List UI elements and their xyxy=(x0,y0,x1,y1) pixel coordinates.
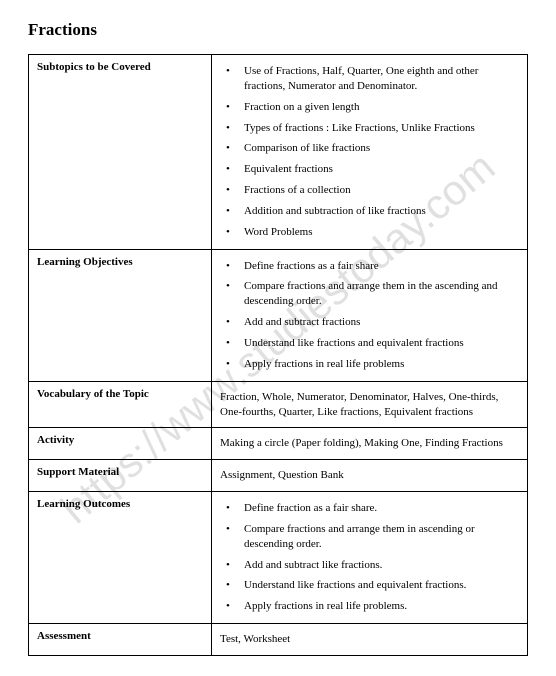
list-item: Compare fractions and arrange them in as… xyxy=(220,519,519,555)
plain-text: Assignment, Question Bank xyxy=(220,466,519,485)
list-item: Equivalent fractions xyxy=(220,159,519,180)
row-content: Use of Fractions, Half, Quarter, One eig… xyxy=(212,55,528,250)
table-body: Subtopics to be Covered Use of Fractions… xyxy=(29,55,528,656)
list-item: Fraction on a given length xyxy=(220,97,519,118)
row-content: Define fraction as a fair share. Compare… xyxy=(212,492,528,624)
list-item: Use of Fractions, Half, Quarter, One eig… xyxy=(220,61,519,97)
list-item: Word Problems xyxy=(220,222,519,243)
table-row: Vocabulary of the Topic Fraction, Whole,… xyxy=(29,381,528,428)
row-label: Subtopics to be Covered xyxy=(29,55,212,250)
table-row: Support Material Assignment, Question Ba… xyxy=(29,460,528,492)
bullet-list: Define fraction as a fair share. Compare… xyxy=(220,498,519,617)
list-item: Add and subtract like fractions. xyxy=(220,555,519,576)
page-title: Fractions xyxy=(28,20,528,40)
row-label: Learning Outcomes xyxy=(29,492,212,624)
row-label: Learning Objectives xyxy=(29,249,212,381)
list-item: Apply fractions in real life problems xyxy=(220,354,519,375)
row-content: Making a circle (Paper folding), Making … xyxy=(212,428,528,460)
list-item: Understand like fractions and equivalent… xyxy=(220,575,519,596)
row-content: Test, Worksheet xyxy=(212,624,528,656)
row-label: Activity xyxy=(29,428,212,460)
list-item: Compare fractions and arrange them in th… xyxy=(220,276,519,312)
plain-text: Fraction, Whole, Numerator, Denominator,… xyxy=(220,388,519,422)
row-content: Fraction, Whole, Numerator, Denominator,… xyxy=(212,381,528,428)
list-item: Define fraction as a fair share. xyxy=(220,498,519,519)
list-item: Addition and subtraction of like fractio… xyxy=(220,201,519,222)
list-item: Define fractions as a fair share xyxy=(220,256,519,277)
plain-text: Test, Worksheet xyxy=(220,630,519,649)
bullet-list: Use of Fractions, Half, Quarter, One eig… xyxy=(220,61,519,243)
curriculum-table: Subtopics to be Covered Use of Fractions… xyxy=(28,54,528,656)
list-item: Understand like fractions and equivalent… xyxy=(220,333,519,354)
list-item: Add and subtract fractions xyxy=(220,312,519,333)
table-row: Assessment Test, Worksheet xyxy=(29,624,528,656)
list-item: Comparison of like fractions xyxy=(220,138,519,159)
table-row: Learning Objectives Define fractions as … xyxy=(29,249,528,381)
row-content: Define fractions as a fair share Compare… xyxy=(212,249,528,381)
list-item: Fractions of a collection xyxy=(220,180,519,201)
list-item: Types of fractions : Like Fractions, Unl… xyxy=(220,118,519,139)
list-item: Apply fractions in real life problems. xyxy=(220,596,519,617)
row-label: Support Material xyxy=(29,460,212,492)
table-row: Activity Making a circle (Paper folding)… xyxy=(29,428,528,460)
bullet-list: Define fractions as a fair share Compare… xyxy=(220,256,519,375)
table-row: Learning Outcomes Define fraction as a f… xyxy=(29,492,528,624)
plain-text: Making a circle (Paper folding), Making … xyxy=(220,434,519,453)
row-label: Vocabulary of the Topic xyxy=(29,381,212,428)
table-row: Subtopics to be Covered Use of Fractions… xyxy=(29,55,528,250)
row-content: Assignment, Question Bank xyxy=(212,460,528,492)
row-label: Assessment xyxy=(29,624,212,656)
